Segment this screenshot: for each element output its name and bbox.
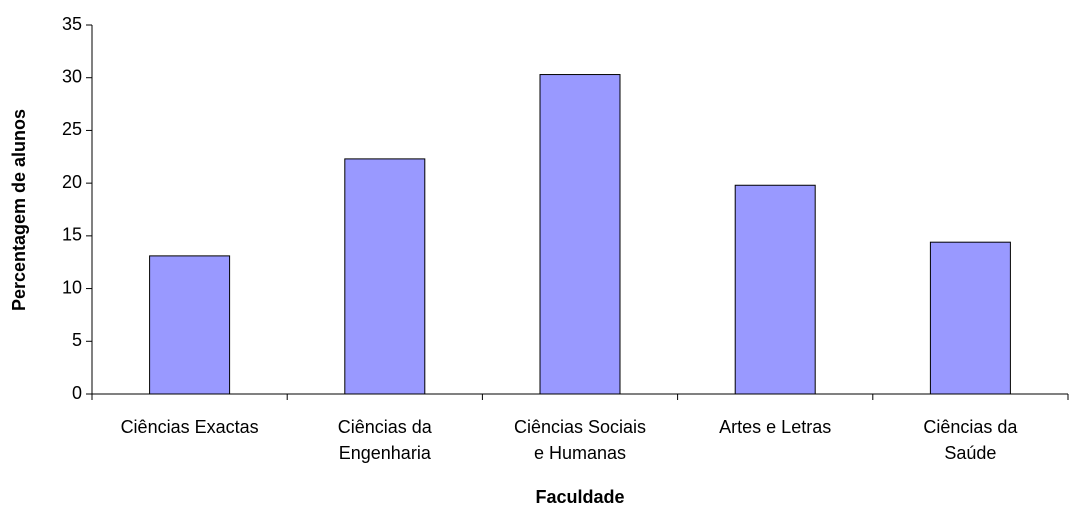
x-tick-label: Ciências Sociais e Humanas xyxy=(514,417,646,463)
y-tick-label: 20 xyxy=(62,172,82,192)
bar xyxy=(929,241,1011,395)
y-axis-title: Percentagem de alunos xyxy=(9,109,29,311)
y-tick-label: 5 xyxy=(72,330,82,350)
bar xyxy=(734,184,816,395)
x-axis-title: Faculdade xyxy=(535,487,624,507)
y-tick-label: 35 xyxy=(62,14,82,34)
y-tick-label: 25 xyxy=(62,119,82,139)
y-tick-label: 0 xyxy=(72,383,82,403)
x-tick-label: Artes e Letras xyxy=(719,417,831,437)
bar xyxy=(149,255,231,395)
x-tick-label: Ciências da Saúde xyxy=(923,417,1018,463)
y-tick-label: 15 xyxy=(62,225,82,245)
x-tick-label: Ciências Exactas xyxy=(121,417,259,437)
bar xyxy=(344,158,426,395)
y-tick-label: 30 xyxy=(62,66,82,86)
y-tick-label: 10 xyxy=(62,277,82,297)
bar xyxy=(539,74,621,395)
x-tick-label: Ciências da Engenharia xyxy=(338,417,433,463)
